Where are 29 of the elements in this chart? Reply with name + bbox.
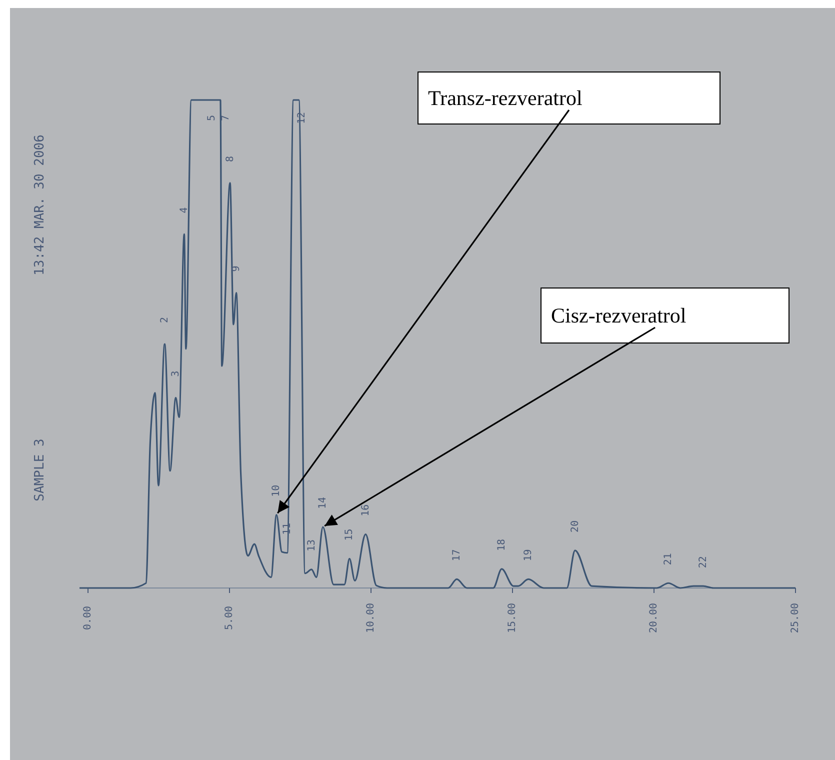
x-tick-label: 5.00 bbox=[224, 606, 236, 630]
annotation: 8 bbox=[224, 156, 236, 162]
annotation: 15 bbox=[344, 528, 356, 541]
annotation: 22 bbox=[698, 556, 709, 568]
x-tick-label: 20.00 bbox=[648, 602, 660, 634]
text: SAMPLE 3 bbox=[32, 438, 48, 502]
annotation: 21 bbox=[663, 553, 674, 566]
annotation: 10 bbox=[271, 484, 282, 497]
annotation: 20 bbox=[570, 520, 581, 532]
annotation: 3 bbox=[170, 370, 182, 377]
annotation: 16 bbox=[360, 504, 372, 516]
annotation: 9 bbox=[231, 266, 242, 272]
annotation: 12 bbox=[296, 112, 308, 124]
annotation: 4 bbox=[178, 207, 190, 214]
text: 13:42 MAR. 30 2006 bbox=[32, 134, 48, 276]
annotation: 11 bbox=[282, 522, 293, 535]
x-tick-label: 0.00 bbox=[82, 606, 94, 630]
annotation: 14 bbox=[318, 496, 329, 510]
annotation: 13 bbox=[306, 539, 318, 552]
x-tick-label: 15.00 bbox=[507, 602, 518, 634]
annotation: Cisz-rezveratrol bbox=[551, 304, 686, 328]
annotation: 5 bbox=[206, 114, 218, 122]
annotation: 19 bbox=[523, 549, 534, 562]
annotation: Transz-rezveratrol bbox=[428, 86, 582, 110]
annotation: 17 bbox=[451, 549, 462, 562]
x-tick-label: 10.00 bbox=[366, 602, 377, 634]
annotation: 18 bbox=[496, 538, 508, 551]
annotation: 2 bbox=[159, 316, 170, 324]
x-tick-label: 25.00 bbox=[790, 602, 802, 634]
